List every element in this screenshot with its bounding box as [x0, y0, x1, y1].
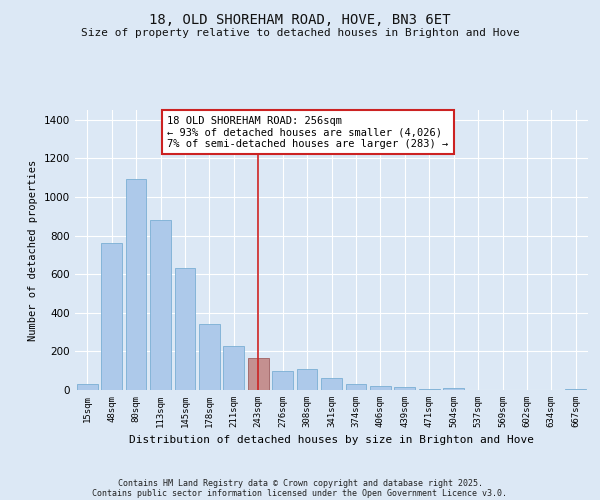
X-axis label: Distribution of detached houses by size in Brighton and Hove: Distribution of detached houses by size … — [129, 436, 534, 446]
Text: 18, OLD SHOREHAM ROAD, HOVE, BN3 6ET: 18, OLD SHOREHAM ROAD, HOVE, BN3 6ET — [149, 12, 451, 26]
Bar — [248, 358, 269, 390]
Y-axis label: Number of detached properties: Number of detached properties — [28, 160, 38, 340]
Bar — [346, 384, 367, 390]
Bar — [419, 389, 440, 390]
Bar — [125, 178, 146, 390]
Bar — [296, 369, 317, 390]
Bar — [370, 386, 391, 390]
Bar — [394, 387, 415, 390]
Bar — [101, 243, 122, 390]
Bar — [565, 389, 586, 390]
Text: Contains HM Land Registry data © Crown copyright and database right 2025.: Contains HM Land Registry data © Crown c… — [118, 478, 482, 488]
Bar — [77, 384, 98, 390]
Bar — [150, 220, 171, 390]
Bar — [321, 378, 342, 390]
Text: 18 OLD SHOREHAM ROAD: 256sqm
← 93% of detached houses are smaller (4,026)
7% of : 18 OLD SHOREHAM ROAD: 256sqm ← 93% of de… — [167, 116, 449, 149]
Bar — [199, 324, 220, 390]
Text: Size of property relative to detached houses in Brighton and Hove: Size of property relative to detached ho… — [80, 28, 520, 38]
Bar — [223, 346, 244, 390]
Bar — [175, 268, 196, 390]
Bar — [272, 370, 293, 390]
Bar — [443, 388, 464, 390]
Text: Contains public sector information licensed under the Open Government Licence v3: Contains public sector information licen… — [92, 488, 508, 498]
